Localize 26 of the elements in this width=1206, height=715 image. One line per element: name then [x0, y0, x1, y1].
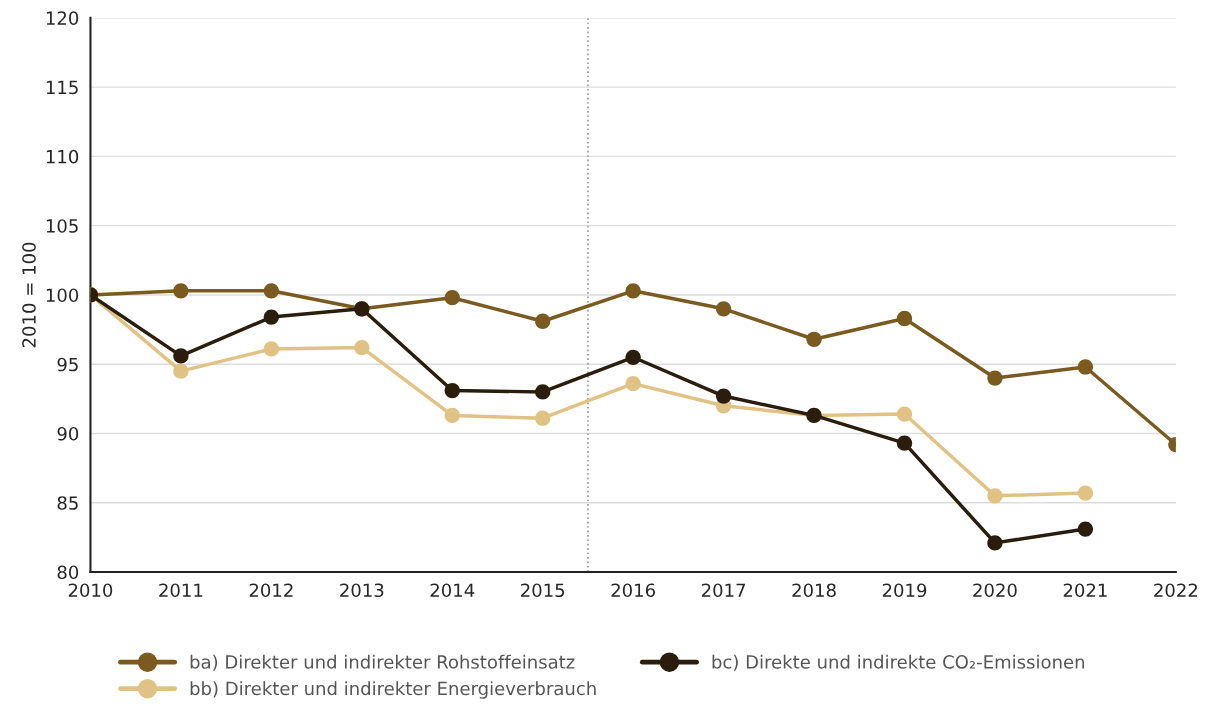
y-tick-label: 80: [57, 565, 79, 580]
x-tick-label: 2022: [1154, 583, 1198, 598]
y-tick-label: 120: [46, 11, 79, 25]
legend-label: bb) Direkter und indirekter Energieverbrauch: [190, 681, 596, 699]
x-tick-label: 2019: [882, 583, 927, 598]
x-tick-label: 2020: [973, 583, 1017, 598]
x-tick-label: 2016: [611, 583, 655, 598]
x-tick-label: 2021: [1063, 583, 1107, 598]
y-tick-label: 115: [46, 80, 78, 95]
legend-label: ba) Direkter und indirekter Rohstoffeinsatz: [190, 654, 575, 671]
x-tick-label: 2015: [521, 583, 565, 598]
x-tick-label: 2010: [68, 583, 113, 598]
y-tick-label: 105: [46, 219, 78, 233]
x-tick-label: 2012: [249, 583, 293, 598]
legend-label: bc) Direkte und indirekte CO₂-Emissionen: [712, 654, 1085, 671]
y-tick-label: 110: [46, 149, 79, 164]
x-tick-label: 2014: [430, 583, 475, 598]
x-tick-label: 2017: [701, 583, 746, 598]
y-tick-label: 100: [46, 288, 79, 303]
y-tick-label: 85: [57, 496, 78, 510]
y-tick-label: 95: [57, 357, 78, 372]
x-tick-label: 2013: [340, 583, 384, 598]
y-axis-title: 2010 = 100: [22, 242, 36, 348]
x-tick-label: 2011: [159, 583, 203, 598]
x-tick-label: 2018: [792, 583, 836, 598]
y-tick-label: 90: [57, 426, 79, 441]
